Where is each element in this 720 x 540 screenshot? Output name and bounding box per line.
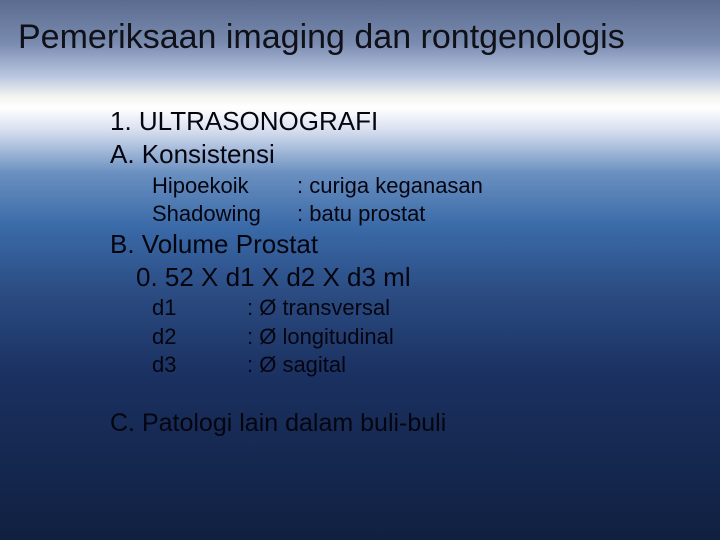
konsistensi-label: Shadowing	[152, 200, 297, 228]
konsistensi-value: : batu prostat	[297, 200, 425, 228]
dim-row-0: d1 : Ø transversal	[152, 294, 670, 322]
dim-label: d3	[152, 351, 247, 379]
konsistensi-label: Hipoekoik	[152, 172, 297, 200]
konsistensi-row-1: Shadowing : batu prostat	[152, 200, 670, 228]
dim-label: d1	[152, 294, 247, 322]
dim-value: : Ø sagital	[247, 351, 346, 379]
volume-formula: 0. 52 X d1 X d2 X d3 ml	[136, 261, 670, 294]
dim-row-1: d2 : Ø longitudinal	[152, 323, 670, 351]
dim-value: : Ø transversal	[247, 294, 390, 322]
section-c-heading: C. Patologi lain dalam buli-buli	[110, 407, 670, 439]
slide-content: 1. ULTRASONOGRAFI A. Konsistensi Hipoeko…	[110, 105, 670, 439]
dim-row-2: d3 : Ø sagital	[152, 351, 670, 379]
slide: Pemeriksaan imaging dan rontgenologis 1.…	[0, 0, 720, 540]
dim-label: d2	[152, 323, 247, 351]
konsistensi-value: : curiga keganasan	[297, 172, 483, 200]
section-1-heading: 1. ULTRASONOGRAFI	[110, 105, 670, 138]
konsistensi-row-0: Hipoekoik : curiga keganasan	[152, 172, 670, 200]
dim-value: : Ø longitudinal	[247, 323, 394, 351]
slide-title: Pemeriksaan imaging dan rontgenologis	[18, 18, 625, 57]
section-b-heading: B. Volume Prostat	[110, 228, 670, 261]
section-a-heading: A. Konsistensi	[110, 138, 670, 171]
